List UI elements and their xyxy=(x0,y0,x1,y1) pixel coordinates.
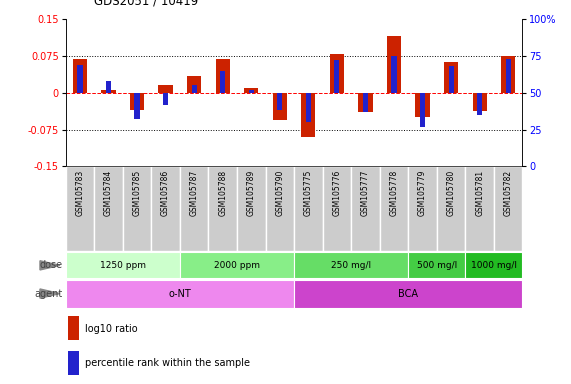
Bar xyxy=(301,93,315,137)
Text: BCA: BCA xyxy=(398,288,419,299)
Text: GSM105780: GSM105780 xyxy=(447,170,456,216)
Text: GSM105777: GSM105777 xyxy=(361,170,370,216)
Bar xyxy=(408,252,465,278)
Text: GSM105775: GSM105775 xyxy=(304,170,313,216)
Bar xyxy=(420,93,425,127)
Bar xyxy=(123,166,151,251)
Bar xyxy=(363,93,368,112)
Bar xyxy=(130,93,144,110)
Bar xyxy=(444,62,458,93)
Bar xyxy=(387,36,401,93)
Bar xyxy=(351,166,380,251)
Bar xyxy=(187,76,202,93)
Bar xyxy=(294,166,323,251)
Text: GSM105776: GSM105776 xyxy=(332,170,341,216)
Bar xyxy=(294,280,522,308)
Text: dose: dose xyxy=(39,260,62,270)
Text: agent: agent xyxy=(34,288,62,299)
Bar xyxy=(330,53,344,93)
Bar xyxy=(68,316,79,340)
Bar xyxy=(180,252,294,278)
Bar xyxy=(66,252,180,278)
Bar xyxy=(73,60,87,93)
Text: GSM105788: GSM105788 xyxy=(218,170,227,216)
Bar xyxy=(465,166,494,251)
Bar xyxy=(249,90,254,93)
Bar xyxy=(180,166,208,251)
Bar xyxy=(278,93,283,110)
Bar xyxy=(449,66,454,93)
Bar xyxy=(208,166,237,251)
Text: 2000 ppm: 2000 ppm xyxy=(214,261,260,270)
Bar xyxy=(506,59,510,93)
Bar xyxy=(294,252,408,278)
Text: 1250 ppm: 1250 ppm xyxy=(100,261,146,270)
Bar xyxy=(465,252,522,278)
Text: GSM105781: GSM105781 xyxy=(475,170,484,216)
Bar xyxy=(66,280,294,308)
Text: percentile rank within the sample: percentile rank within the sample xyxy=(85,358,250,368)
Bar xyxy=(380,166,408,251)
Bar xyxy=(273,93,287,120)
Bar xyxy=(306,93,311,122)
Bar xyxy=(335,60,340,93)
Bar xyxy=(473,93,486,111)
Bar xyxy=(151,166,180,251)
Bar xyxy=(163,93,168,104)
Bar xyxy=(323,166,351,251)
Bar xyxy=(359,93,372,113)
Text: GSM105789: GSM105789 xyxy=(247,170,256,216)
Bar xyxy=(94,166,123,251)
Bar xyxy=(392,56,396,93)
Bar xyxy=(102,90,116,93)
Text: o-NT: o-NT xyxy=(168,288,191,299)
Text: 250 mg/l: 250 mg/l xyxy=(331,261,371,270)
Bar xyxy=(159,85,173,93)
Text: GSM105783: GSM105783 xyxy=(75,170,85,216)
Bar xyxy=(106,81,111,93)
Text: 500 mg/l: 500 mg/l xyxy=(417,261,457,270)
Bar xyxy=(494,166,522,251)
Bar xyxy=(68,351,79,375)
Text: 1000 mg/l: 1000 mg/l xyxy=(471,261,517,270)
Bar xyxy=(437,166,465,251)
Bar xyxy=(135,93,140,119)
Text: GDS2051 / 10419: GDS2051 / 10419 xyxy=(94,0,199,8)
Bar xyxy=(244,88,258,93)
Bar xyxy=(220,71,225,93)
Bar xyxy=(237,166,266,251)
Bar xyxy=(408,166,437,251)
Text: GSM105784: GSM105784 xyxy=(104,170,113,216)
Text: GSM105782: GSM105782 xyxy=(504,170,513,216)
Bar xyxy=(192,85,196,93)
Bar xyxy=(216,60,230,93)
Bar xyxy=(416,93,430,117)
Bar xyxy=(66,166,94,251)
Text: GSM105790: GSM105790 xyxy=(275,170,284,216)
Bar xyxy=(501,56,515,93)
Bar xyxy=(266,166,294,251)
Text: log10 ratio: log10 ratio xyxy=(85,324,138,334)
Text: GSM105779: GSM105779 xyxy=(418,170,427,216)
Bar xyxy=(477,93,482,115)
Text: GSM105786: GSM105786 xyxy=(161,170,170,216)
Text: GSM105787: GSM105787 xyxy=(190,170,199,216)
Text: GSM105785: GSM105785 xyxy=(132,170,142,216)
Bar xyxy=(78,65,83,93)
Text: GSM105778: GSM105778 xyxy=(389,170,399,216)
